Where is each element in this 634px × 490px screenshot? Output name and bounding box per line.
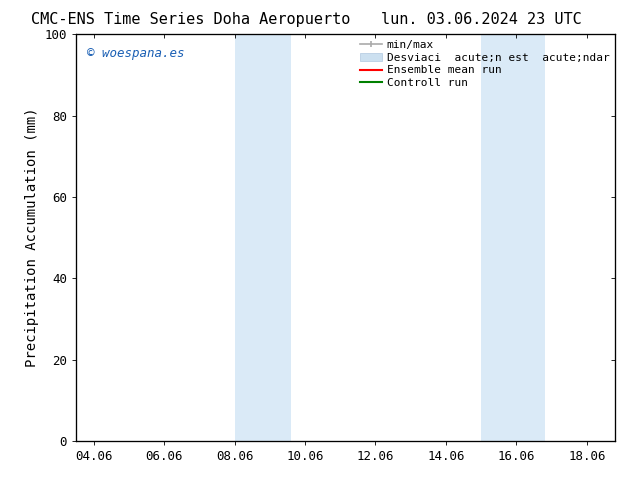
Y-axis label: Precipitation Accumulation (mm): Precipitation Accumulation (mm) (25, 108, 39, 368)
Bar (481, 34, 545, 441)
Text: CMC-ENS Time Series Doha Aeropuerto: CMC-ENS Time Series Doha Aeropuerto (30, 12, 350, 27)
Text: lun. 03.06.2024 23 UTC: lun. 03.06.2024 23 UTC (382, 12, 582, 27)
Bar (235, 34, 291, 441)
Text: © woespana.es: © woespana.es (87, 47, 184, 59)
Legend: min/max, Desviaci  acute;n est  acute;ndar, Ensemble mean run, Controll run: min/max, Desviaci acute;n est acute;ndar… (358, 38, 612, 91)
